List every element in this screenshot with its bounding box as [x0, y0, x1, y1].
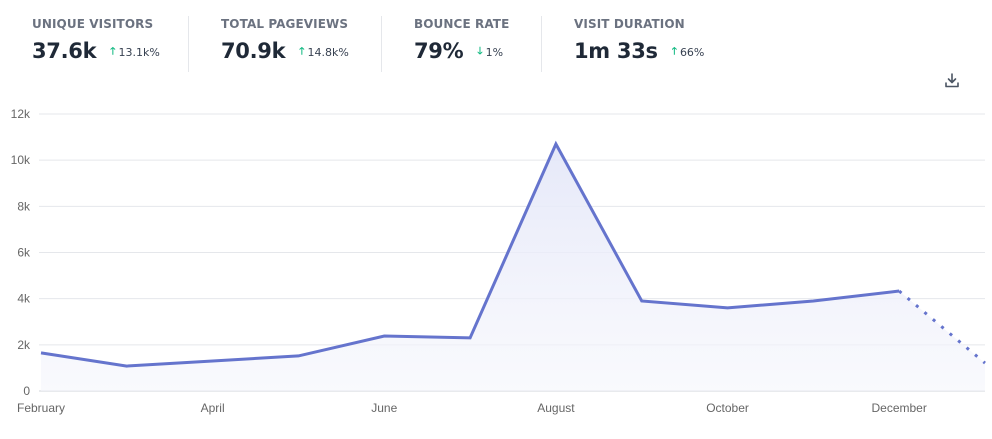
- arrow-up-icon: 🡑: [110, 45, 116, 57]
- data-point-january[interactable]: [979, 357, 991, 369]
- data-point-may[interactable]: [292, 350, 304, 362]
- stat-value: 79%: [414, 39, 464, 63]
- divider: [541, 16, 542, 72]
- stat-visit-duration[interactable]: VISIT DURATION 1m 33s 🡑 66%: [574, 0, 704, 63]
- data-point-august[interactable]: [550, 138, 562, 150]
- stat-change-value: 66%: [679, 45, 705, 59]
- y-tick-label: 4k: [17, 292, 31, 306]
- data-point-november[interactable]: [807, 295, 819, 307]
- series-line-solid: [40, 140, 900, 368]
- x-tick-label: October: [706, 401, 749, 415]
- x-tick-label: December: [872, 401, 927, 415]
- divider: [188, 16, 189, 72]
- visitors-chart: 0 2k 4k 6k 8k 10k 12k February April June August O…: [11, 107, 991, 415]
- area-fill: [41, 144, 985, 391]
- stat-value: 37.6k: [32, 39, 97, 63]
- y-tick-label: 12k: [11, 107, 31, 121]
- series-line: [40, 140, 986, 368]
- stat-change: 🡑 66%: [672, 44, 705, 61]
- stat-change: 🡑 14.8k%: [299, 44, 349, 61]
- stat-change: 🡓 1%: [477, 44, 503, 61]
- y-axis: 0 2k 4k 6k 8k 10k 12k: [11, 107, 31, 398]
- arrow-down-icon: 🡓: [477, 45, 483, 57]
- data-point-april[interactable]: [207, 355, 219, 367]
- stat-label: TOTAL PAGEVIEWS: [221, 17, 349, 31]
- x-tick-label: June: [371, 401, 397, 415]
- stat-total-pageviews[interactable]: TOTAL PAGEVIEWS 70.9k 🡑 14.8k%: [221, 0, 349, 63]
- x-axis: February April June August October December: [17, 401, 927, 415]
- stat-change: 🡑 13.1k%: [110, 44, 160, 61]
- data-point-june[interactable]: [378, 330, 390, 342]
- stat-value: 1m 33s: [574, 39, 658, 63]
- x-tick-label: February: [17, 401, 65, 415]
- data-point-october[interactable]: [722, 302, 734, 314]
- area-fill-path: [41, 144, 985, 391]
- stat-label: VISIT DURATION: [574, 17, 685, 31]
- data-point-march[interactable]: [121, 360, 133, 372]
- stat-label: BOUNCE RATE: [414, 17, 510, 31]
- data-point-february[interactable]: [35, 347, 47, 359]
- x-tick-label: April: [201, 401, 225, 415]
- y-tick-label: 0: [23, 384, 30, 398]
- stat-change-value: 13.1k%: [118, 45, 160, 59]
- data-point-september[interactable]: [636, 295, 648, 307]
- data-point-july[interactable]: [464, 332, 476, 344]
- stat-value: 70.9k: [221, 39, 286, 63]
- y-tick-label: 8k: [17, 199, 31, 213]
- stat-unique-visitors[interactable]: UNIQUE VISITORS 37.6k 🡑 13.1k%: [32, 0, 160, 63]
- y-tick-label: 10k: [11, 153, 31, 167]
- data-point-december[interactable]: [893, 285, 905, 297]
- stat-label: UNIQUE VISITORS: [32, 17, 154, 31]
- stat-change-value: 1%: [485, 45, 504, 59]
- arrow-up-icon: 🡑: [671, 45, 677, 57]
- stat-change-value: 14.8k%: [307, 45, 349, 59]
- stat-bounce-rate[interactable]: BOUNCE RATE 79% 🡓 1%: [414, 0, 509, 63]
- arrow-up-icon: 🡑: [299, 45, 305, 57]
- divider: [381, 16, 382, 72]
- series-line-dashed: [898, 289, 986, 365]
- download-button[interactable]: [943, 72, 961, 90]
- y-tick-label: 2k: [17, 338, 31, 352]
- download-icon: [945, 73, 959, 88]
- y-tick-label: 6k: [17, 246, 31, 260]
- x-tick-label: August: [537, 401, 575, 415]
